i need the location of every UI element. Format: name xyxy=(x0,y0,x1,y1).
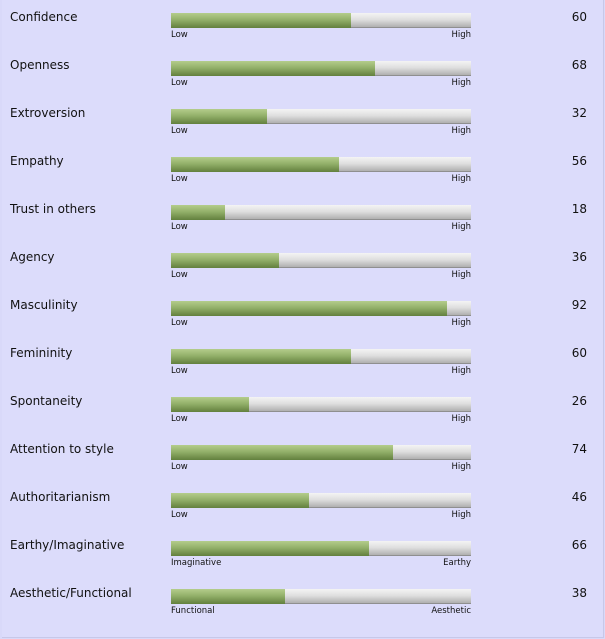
trait-score: 60 xyxy=(571,346,587,360)
scale-low-label: Low xyxy=(171,30,188,40)
trait-bar-fill xyxy=(171,349,351,364)
trait-label: Earthy/Imaginative xyxy=(10,538,125,552)
trait-score: 92 xyxy=(571,298,587,312)
scale-high-label: Aesthetic xyxy=(431,606,471,616)
scale-low-label: Low xyxy=(171,222,188,232)
trait-bar-fill xyxy=(171,61,375,76)
scale-high-label: High xyxy=(451,222,471,232)
trait-bar-fill xyxy=(171,493,309,508)
trait-label: Attention to style xyxy=(10,442,114,456)
scale-low-label: Low xyxy=(171,414,188,424)
trait-bar-fill xyxy=(171,397,249,412)
scale-low-label: Imaginative xyxy=(171,558,222,568)
trait-bar xyxy=(171,493,471,508)
scale-low-label: Low xyxy=(171,510,188,520)
scale-low-label: Low xyxy=(171,462,188,472)
trait-bar-fill xyxy=(171,109,267,124)
trait-row: Extroversion Low High 32 xyxy=(2,96,603,144)
trait-label: Agency xyxy=(10,250,55,264)
trait-row: Masculinity Low High 92 xyxy=(2,288,603,336)
trait-bar xyxy=(171,445,471,460)
trait-score: 66 xyxy=(571,538,587,552)
trait-bar xyxy=(171,205,471,220)
trait-score: 32 xyxy=(571,106,587,120)
trait-row: Earthy/Imaginative Imaginative Earthy 66 xyxy=(2,528,603,576)
scale-low-label: Low xyxy=(171,126,188,136)
scale-low-label: Low xyxy=(171,78,188,88)
trait-score: 60 xyxy=(571,10,587,24)
trait-bar xyxy=(171,253,471,268)
trait-row: Empathy Low High 56 xyxy=(2,144,603,192)
scale-high-label: High xyxy=(451,30,471,40)
scale-low-label: Low xyxy=(171,270,188,280)
trait-row: Agency Low High 36 xyxy=(2,240,603,288)
trait-bar xyxy=(171,13,471,28)
trait-row: Aesthetic/Functional Functional Aesthetic 3… xyxy=(2,576,603,624)
trait-score: 56 xyxy=(571,154,587,168)
trait-label: Masculinity xyxy=(10,298,78,312)
trait-label: Femininity xyxy=(10,346,73,360)
trait-bar xyxy=(171,589,471,604)
scale-high-label: High xyxy=(451,366,471,376)
trait-bar xyxy=(171,157,471,172)
trait-row: Attention to style Low High 74 xyxy=(2,432,603,480)
scale-low-label: Low xyxy=(171,366,188,376)
trait-bar xyxy=(171,349,471,364)
trait-label: Openness xyxy=(10,58,70,72)
trait-bar-fill xyxy=(171,205,225,220)
scale-low-label: Low xyxy=(171,318,188,328)
trait-bar-fill xyxy=(171,589,285,604)
trait-row: Spontaneity Low High 26 xyxy=(2,384,603,432)
trait-bar-fill xyxy=(171,253,279,268)
trait-label: Spontaneity xyxy=(10,394,83,408)
trait-bar-fill xyxy=(171,301,447,316)
trait-row: Confidence Low High 60 xyxy=(2,0,603,48)
scale-high-label: High xyxy=(451,78,471,88)
trait-label: Aesthetic/Functional xyxy=(10,586,132,600)
scale-high-label: High xyxy=(451,414,471,424)
scale-high-label: High xyxy=(451,318,471,328)
scale-high-label: High xyxy=(451,462,471,472)
trait-bar xyxy=(171,109,471,124)
trait-row: Authoritarianism Low High 46 xyxy=(2,480,603,528)
trait-score: 18 xyxy=(571,202,587,216)
trait-score: 68 xyxy=(571,58,587,72)
trait-bar xyxy=(171,301,471,316)
trait-label: Extroversion xyxy=(10,106,86,120)
trait-score: 46 xyxy=(571,490,587,504)
trait-bar xyxy=(171,541,471,556)
trait-bar xyxy=(171,397,471,412)
trait-score: 74 xyxy=(571,442,587,456)
trait-bar-fill xyxy=(171,541,369,556)
scale-high-label: High xyxy=(451,270,471,280)
trait-row: Openness Low High 68 xyxy=(2,48,603,96)
trait-label: Confidence xyxy=(10,10,78,24)
scale-high-label: High xyxy=(451,510,471,520)
trait-score: 26 xyxy=(571,394,587,408)
scale-low-label: Low xyxy=(171,174,188,184)
trait-row: Femininity Low High 60 xyxy=(2,336,603,384)
trait-label: Trust in others xyxy=(10,202,96,216)
trait-bar-fill xyxy=(171,13,351,28)
trait-score: 36 xyxy=(571,250,587,264)
trait-bar-fill xyxy=(171,445,393,460)
trait-score: 38 xyxy=(571,586,587,600)
scale-high-label: High xyxy=(451,174,471,184)
trait-bar xyxy=(171,61,471,76)
trait-label: Empathy xyxy=(10,154,64,168)
trait-bar-fill xyxy=(171,157,339,172)
trait-label: Authoritarianism xyxy=(10,490,111,504)
scale-high-label: Earthy xyxy=(443,558,471,568)
scale-low-label: Functional xyxy=(171,606,215,616)
trait-row: Trust in others Low High 18 xyxy=(2,192,603,240)
scale-high-label: High xyxy=(451,126,471,136)
